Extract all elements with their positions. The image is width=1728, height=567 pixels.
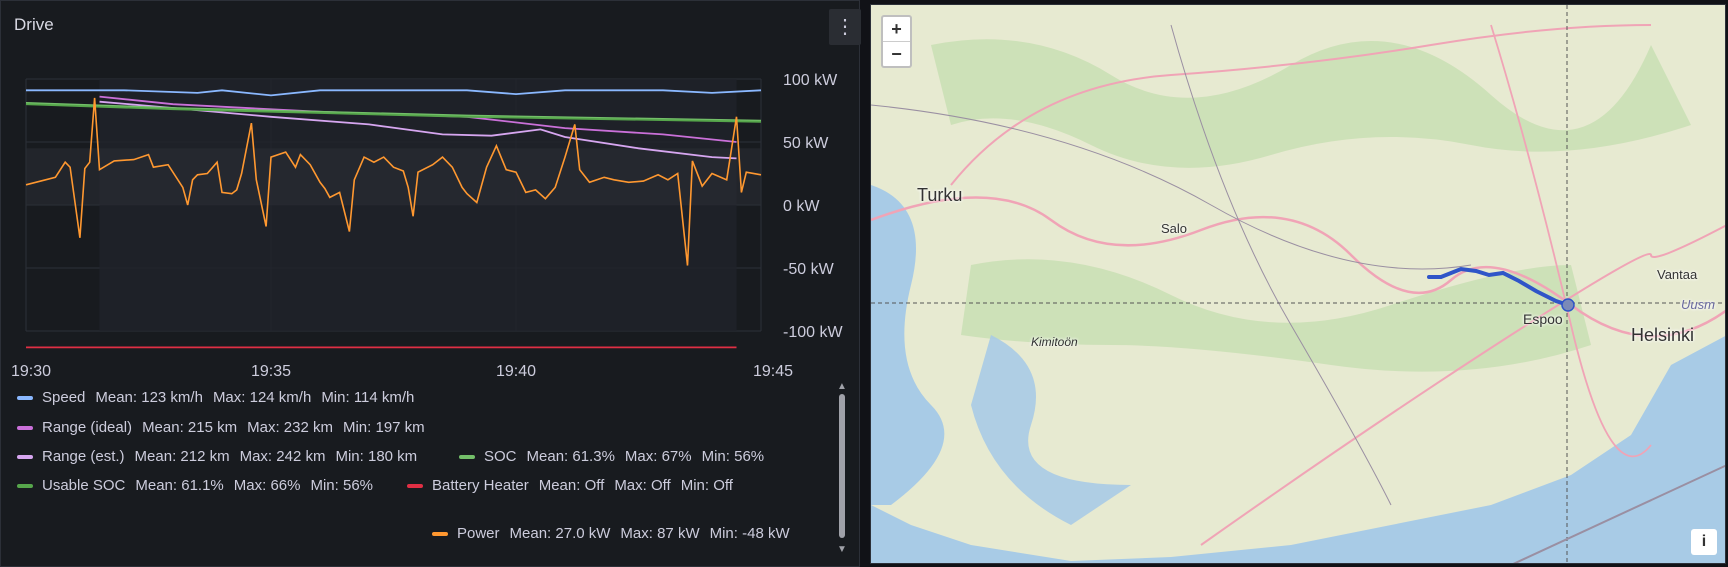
- legend-stat: Min: 56%: [701, 448, 765, 465]
- legend-stat: Min: Off: [680, 477, 733, 494]
- legend-scrollbar[interactable]: [839, 394, 845, 538]
- legend-stat: Min: 180 km: [335, 448, 418, 465]
- legend-stat: Max: 67%: [624, 448, 692, 465]
- chart-legend: Speed Mean: 123 km/h Max: 124 km/h Min: 114…: [17, 389, 827, 559]
- legend-stat: Mean: 61.1%: [135, 477, 224, 494]
- legend-item[interactable]: Speed Mean: 123 km/h Max: 124 km/h Min: 114…: [17, 389, 424, 406]
- legend-swatch: [17, 395, 33, 400]
- chart-bands: [26, 79, 761, 331]
- value-band: [26, 148, 761, 205]
- legend-stat: Max: Off: [614, 477, 671, 494]
- legend-swatch: [17, 425, 33, 430]
- place-espoo: Espoo: [1523, 311, 1563, 327]
- zoom-in-button[interactable]: +: [891, 19, 902, 39]
- legend-stat: Min: -48 kW: [709, 525, 790, 542]
- legend-series-name: Range (ideal): [42, 419, 133, 436]
- legend-item[interactable]: Battery Heater Mean: Off Max: Off Min: Off: [407, 477, 743, 494]
- chart-lines: [25, 89, 762, 349]
- y-tick-label: 50 kW: [783, 135, 829, 152]
- place-turku: Turku: [917, 185, 963, 205]
- x-tick-label: 19:30: [11, 363, 51, 380]
- legend-item[interactable]: Range (est.) Mean: 212 km Max: 242 km Min: …: [17, 448, 427, 465]
- legend-stat: Max: 66%: [233, 477, 301, 494]
- legend-series-name: Range (est.): [42, 448, 125, 465]
- series-line-range-est: [99, 100, 737, 160]
- panel-title: Drive: [14, 15, 54, 34]
- route-map[interactable]: Turku Salo Kimitoön Espoo Helsinki Vanta…: [870, 4, 1726, 564]
- legend-item[interactable]: Usable SOC Mean: 61.1% Max: 66% Min: 56%: [17, 477, 383, 494]
- drive-panel: Drive ⋮ 100 kW 50 kW 0 kW -50 kW -100 kW 19:…: [0, 0, 861, 567]
- y-tick-label: 100 kW: [783, 72, 838, 89]
- legend-swatch: [407, 483, 423, 488]
- legend-stat: Max: 124 km/h: [212, 389, 312, 406]
- place-salo: Salo: [1161, 221, 1188, 236]
- legend-stat: Min: 56%: [310, 477, 373, 494]
- legend-series-name: Battery Heater: [432, 477, 529, 494]
- kebab-menu-icon: ⋮: [835, 16, 855, 38]
- legend-stat: Mean: 212 km: [134, 448, 230, 465]
- legend-stat: Mean: Off: [538, 477, 605, 494]
- legend-stat: Mean: 215 km: [142, 419, 238, 436]
- place-helsinki: Helsinki: [1631, 325, 1695, 345]
- legend-item[interactable]: SOC Mean: 61.3% Max: 67% Min: 56%: [459, 448, 774, 465]
- place-uusimaa: Uusm: [1681, 297, 1715, 312]
- legend-series-name: Usable SOC: [42, 477, 126, 494]
- zoom-out-button[interactable]: −: [883, 41, 910, 66]
- y-tick-label: -100 kW: [783, 324, 843, 341]
- legend-stat: Mean: 123 km/h: [95, 389, 203, 406]
- legend-stat: Max: 232 km: [247, 419, 333, 436]
- place-vantaa: Vantaa: [1657, 267, 1698, 282]
- legend-scroll-up[interactable]: ▲: [837, 381, 847, 392]
- map-tiles: [871, 5, 1725, 563]
- legend-swatch: [17, 454, 33, 459]
- legend-swatch: [17, 483, 33, 488]
- series-line-speed: [26, 89, 762, 97]
- y-axis-ticks: 100 kW 50 kW 0 kW -50 kW -100 kW: [783, 72, 843, 341]
- series-line-usable-soc: [25, 103, 762, 123]
- legend-swatch: [459, 454, 475, 459]
- series-line-soc: [25, 102, 762, 122]
- y-tick-label: 0 kW: [783, 198, 820, 215]
- y-tick-label: -50 kW: [783, 261, 835, 278]
- legend-series-name: SOC: [484, 448, 517, 465]
- legend-stat: Mean: 27.0 kW: [509, 525, 611, 542]
- legend-item[interactable]: Range (ideal) Mean: 215 km Max: 232 km Min:…: [17, 419, 435, 436]
- legend-series-name: Speed: [42, 389, 86, 406]
- place-kimitoon: Kimitoön: [1031, 335, 1078, 349]
- legend-series-name: Power: [457, 525, 500, 542]
- legend-stat: Max: 242 km: [239, 448, 326, 465]
- zoom-control: + −: [881, 15, 912, 68]
- legend-item[interactable]: Power Mean: 27.0 kW Max: 87 kW Min: -48 kW: [432, 525, 800, 542]
- legend-scroll-down[interactable]: ▼: [837, 544, 847, 555]
- x-tick-label: 19:40: [496, 363, 536, 380]
- x-tick-label: 19:45: [753, 363, 793, 380]
- route-line: [1427, 266, 1570, 307]
- panel-menu-button[interactable]: ⋮: [829, 9, 861, 45]
- legend-stat: Mean: 61.3%: [526, 448, 615, 465]
- series-line-power: [25, 97, 762, 266]
- map-info-button[interactable]: i: [1691, 529, 1717, 555]
- x-axis-ticks: 19:30 19:35 19:40 19:45: [11, 363, 793, 380]
- legend-swatch: [432, 531, 448, 536]
- legend-stat: Max: 87 kW: [620, 525, 700, 542]
- x-tick-label: 19:35: [251, 363, 291, 380]
- legend-stat: Min: 114 km/h: [321, 389, 415, 406]
- legend-stat: Min: 197 km: [342, 419, 425, 436]
